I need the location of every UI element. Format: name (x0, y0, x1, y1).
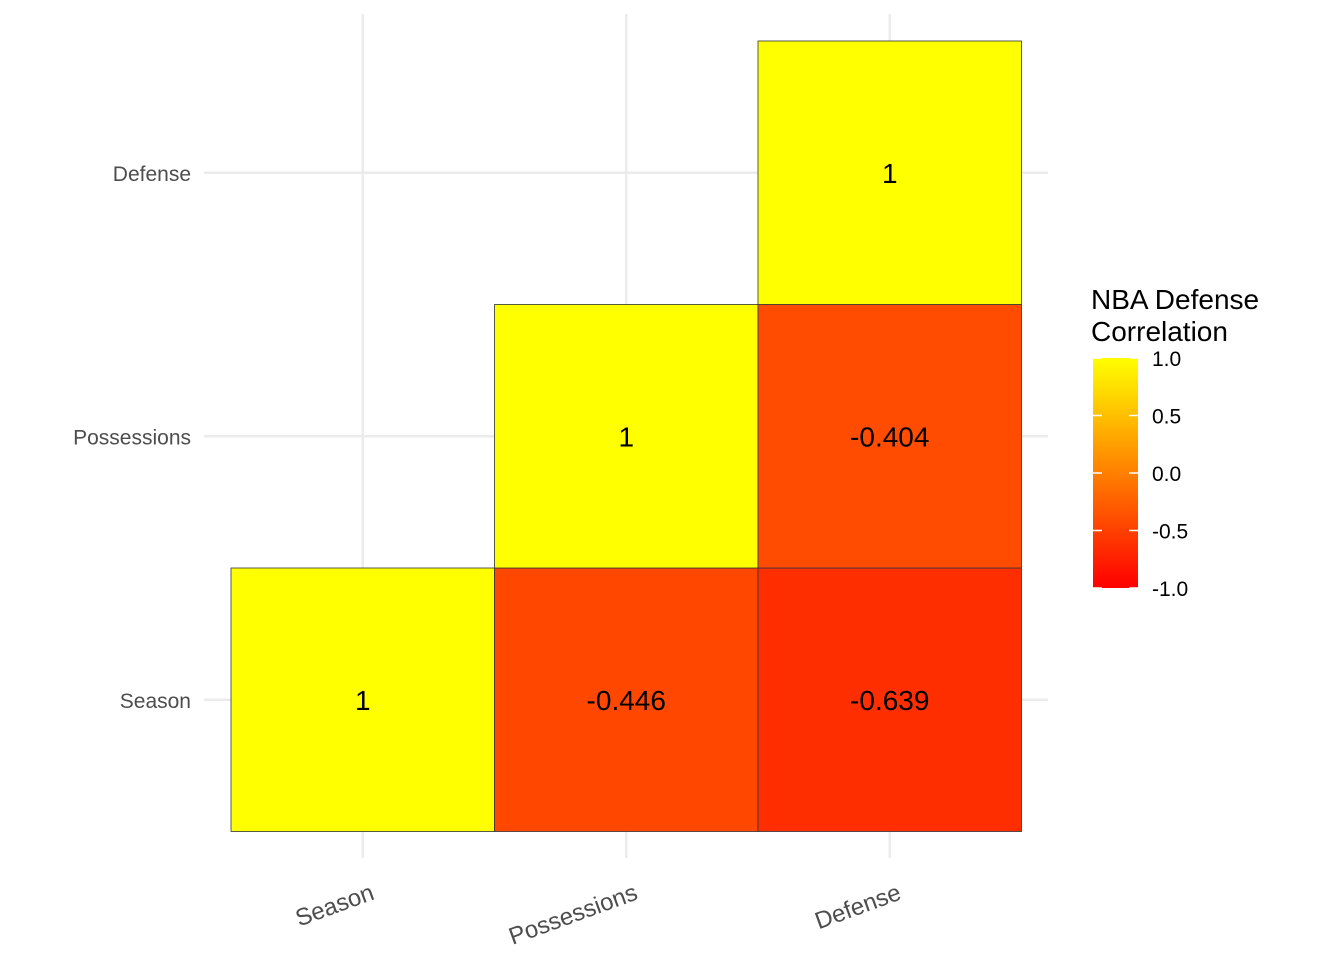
y-axis-labels: Season Possessions Defense (73, 163, 191, 713)
x-tick-label-season: Season (292, 879, 378, 932)
cell-label-possessions-season: -0.446 (587, 685, 666, 716)
x-tick-label-defense: Defense (811, 879, 904, 935)
legend-tick-label: 0.5 (1152, 406, 1181, 429)
heatmap-cells: 1 -0.446 -0.639 1 -0.404 1 (230, 40, 1022, 832)
legend-title-line-2: Correlation (1091, 316, 1228, 347)
cell-label-season-season: 1 (355, 685, 371, 716)
x-tick-label-possessions: Possessions (505, 879, 641, 950)
legend-tick-label: -0.5 (1152, 521, 1188, 544)
heatmap-cell-defense-defense (757, 40, 1022, 305)
legend-title-line-1: NBA Defense (1091, 284, 1259, 315)
y-tick-label-possessions: Possessions (73, 426, 191, 449)
color-legend: NBA Defense Correlation 1.0 0.5 0.0 -0.5 -1.… (1091, 284, 1259, 601)
cell-label-defense-defense: 1 (882, 158, 898, 189)
cell-label-possessions-possessions: 1 (618, 421, 634, 452)
heatmap-cell-defense-season (757, 567, 1022, 832)
heatmap-cell-defense-possessions (757, 304, 1022, 569)
heatmap-cell-possessions-possessions (494, 304, 759, 569)
cell-label-defense-possessions: -0.404 (850, 421, 929, 452)
cell-label-defense-season: -0.639 (850, 685, 929, 716)
heatmap-cell-possessions-season (494, 567, 759, 832)
y-tick-label-defense: Defense (113, 163, 191, 186)
heatmap-cell-season-season (230, 567, 495, 832)
legend-tick-label: 0.0 (1152, 463, 1181, 486)
legend-tick-label: 1.0 (1152, 348, 1181, 371)
y-tick-label-season: Season (120, 690, 191, 713)
legend-ticks: 1.0 0.5 0.0 -0.5 -1.0 (1093, 348, 1188, 601)
x-axis-labels: Season Possessions Defense (292, 879, 905, 950)
legend-tick-label: -1.0 (1152, 578, 1188, 601)
